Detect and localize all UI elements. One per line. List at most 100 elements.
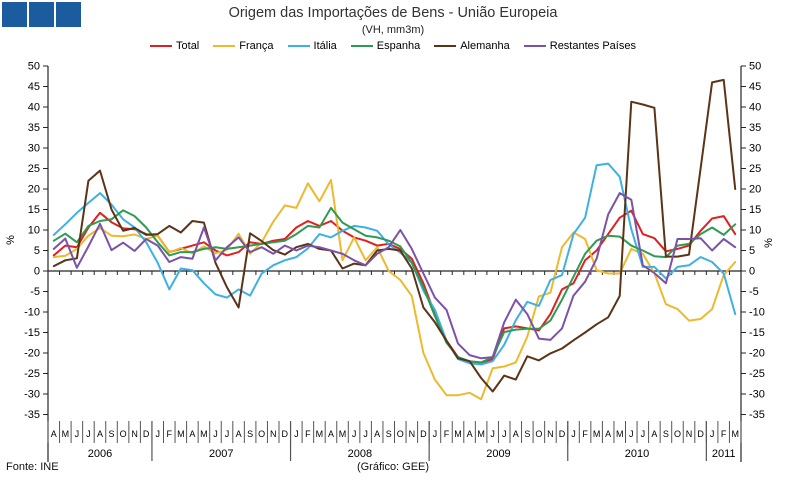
- month-label: J: [155, 429, 160, 439]
- year-label: 2009: [486, 448, 510, 460]
- y-tick-label-left: 30: [28, 143, 40, 155]
- month-label: N: [686, 429, 693, 439]
- year-label: 2006: [88, 448, 112, 460]
- month-label: M: [62, 429, 70, 439]
- month-label: O: [535, 429, 542, 439]
- month-label: A: [236, 429, 242, 439]
- y-tick-label-right: 20: [749, 184, 761, 196]
- y-tick-label-right: -15: [749, 327, 765, 339]
- year-label: 2008: [348, 448, 372, 460]
- month-label: F: [721, 429, 727, 439]
- month-label: S: [247, 429, 253, 439]
- legend-label: Itália: [313, 40, 337, 52]
- month-label: M: [731, 429, 739, 439]
- y-tick-label-left: 10: [28, 225, 40, 237]
- month-label: J: [433, 429, 438, 439]
- month-label: J: [641, 429, 646, 439]
- y-tick-label-right: 0: [749, 266, 755, 278]
- y-tick-label-left: 5: [34, 245, 40, 257]
- month-label: F: [167, 429, 173, 439]
- month-label: J: [629, 429, 634, 439]
- month-label: J: [490, 429, 495, 439]
- month-label: A: [328, 429, 334, 439]
- y-tick-label-left: 40: [28, 102, 40, 114]
- y-tick-label-right: -5: [749, 286, 759, 298]
- y-tick-label-right: 35: [749, 122, 761, 134]
- month-label: A: [605, 429, 611, 439]
- legend-item-2: Itália: [287, 40, 337, 52]
- legend-item-4: Alemanha: [434, 40, 510, 52]
- y-tick-label-left: -35: [24, 409, 40, 421]
- footer-source: Fonte: INE: [6, 461, 59, 473]
- chart-title: Origem das Importações de Bens - União E…: [228, 5, 558, 21]
- legend-swatch-icon: [150, 45, 173, 47]
- y-tick-label-right: -20: [749, 348, 765, 360]
- y-tick-label-right: -35: [749, 409, 765, 421]
- legend-swatch-icon: [434, 45, 457, 47]
- y-tick-label-left: 0: [34, 266, 40, 278]
- legend-swatch-icon: [523, 45, 546, 47]
- y-tick-label-right: 10: [749, 225, 761, 237]
- month-label: N: [409, 429, 416, 439]
- series-line-5: [52, 192, 737, 360]
- legend-label: Restantes Países: [549, 40, 636, 52]
- month-label: F: [305, 429, 311, 439]
- month-label: M: [200, 429, 208, 439]
- month-label: O: [258, 429, 265, 439]
- month-label: J: [710, 429, 715, 439]
- logo-square: [29, 2, 54, 27]
- month-label: D: [282, 429, 289, 439]
- y-tick-label-left: 20: [28, 184, 40, 196]
- chart-subtitle: (VH, mm3m): [361, 24, 425, 36]
- month-label: J: [86, 429, 91, 439]
- month-label: O: [674, 429, 681, 439]
- legend-label: Espanha: [376, 40, 421, 52]
- logo-square: [56, 2, 81, 27]
- y-tick-label-left: -5: [30, 286, 40, 298]
- month-label: M: [177, 429, 185, 439]
- legend-item-3: Espanha: [350, 40, 421, 52]
- y-tick-label-left: -30: [24, 389, 40, 401]
- y-tick-label-left: -20: [24, 348, 40, 360]
- footer-credit: (Gráfico: GEE): [356, 461, 430, 473]
- y-tick-label-left: -25: [24, 368, 40, 380]
- month-label: A: [97, 429, 103, 439]
- month-label: S: [663, 429, 669, 439]
- month-label: D: [143, 429, 150, 439]
- month-label: J: [294, 429, 299, 439]
- month-label: D: [420, 429, 427, 439]
- legend-swatch-icon: [350, 45, 373, 47]
- y-tick-label-left: 50: [28, 61, 40, 73]
- month-label: A: [651, 429, 657, 439]
- series-line-3: [52, 206, 737, 364]
- month-label: O: [397, 429, 404, 439]
- y-tick-label-left: 15: [28, 204, 40, 216]
- month-label: M: [454, 429, 462, 439]
- logo: [2, 2, 81, 27]
- legend-swatch-icon: [287, 45, 310, 47]
- y-tick-label-right: -25: [749, 368, 765, 380]
- y-tick-label-right: 45: [749, 81, 761, 93]
- legend-item-0: Total: [150, 40, 199, 52]
- y-axis-title-right: %: [763, 238, 775, 248]
- month-label: J: [502, 429, 507, 439]
- month-label: D: [559, 429, 566, 439]
- y-tick-label-right: 25: [749, 163, 761, 175]
- month-label: M: [593, 429, 601, 439]
- chart-legend: Total França Itália Espanha Alemanha Restante…: [0, 40, 786, 52]
- y-tick-label-left: 35: [28, 122, 40, 134]
- month-label: J: [352, 429, 357, 439]
- y-tick-label-left: 25: [28, 163, 40, 175]
- legend-swatch-icon: [213, 45, 236, 47]
- year-label: 2010: [625, 448, 649, 460]
- month-label: A: [374, 429, 380, 439]
- month-label: M: [316, 429, 324, 439]
- y-axis-title-left: %: [5, 235, 17, 245]
- month-label: M: [616, 429, 624, 439]
- month-label: F: [582, 429, 588, 439]
- y-tick-label-left: -10: [24, 307, 40, 319]
- month-label: N: [131, 429, 138, 439]
- month-label: N: [270, 429, 277, 439]
